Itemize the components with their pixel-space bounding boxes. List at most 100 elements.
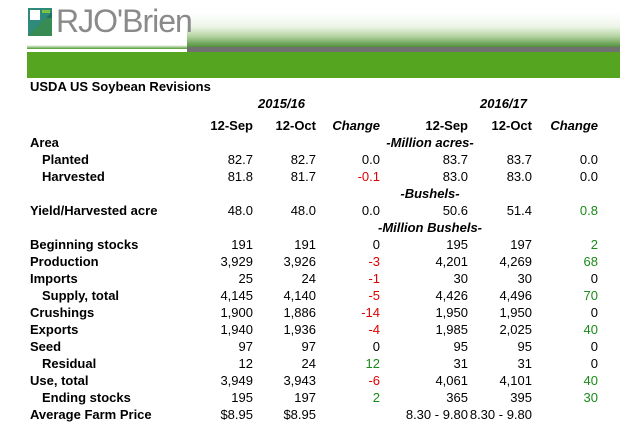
year-header-2016-17: 2016/17 [480, 96, 527, 111]
column-header: Change [332, 118, 380, 133]
table-cell: 8.30 - 9.80 [469, 407, 532, 422]
table-cell: 4,140 [283, 288, 316, 303]
table-cell: 12 [238, 356, 253, 371]
table-cell: 2 [590, 237, 598, 252]
table-cell: 83.0 [506, 169, 532, 184]
row-label: Harvested [42, 169, 105, 184]
table-cell: 4,061 [435, 373, 468, 388]
table-cell: -0.1 [357, 169, 380, 184]
row-label: Production [30, 254, 99, 269]
table-cell: 82.7 [290, 152, 316, 167]
table-cell: 3,929 [220, 254, 253, 269]
table-cell: 68 [583, 254, 598, 269]
table-cell: 31 [453, 356, 468, 371]
row-label: Average Farm Price [30, 407, 152, 422]
row-label: Use, total [30, 373, 89, 388]
table-cell: 2,025 [499, 322, 532, 337]
table-cell: 197 [510, 237, 532, 252]
table-cell: $8.95 [283, 407, 316, 422]
row-label: Exports [30, 322, 79, 337]
report-title: USDA US Soybean Revisions [30, 79, 211, 94]
table-cell: 1,950 [499, 305, 532, 320]
row-label: Crushings [30, 305, 95, 320]
banner-gradient [187, 13, 620, 51]
table-cell: 4,145 [220, 288, 253, 303]
table-cell: 30 [583, 390, 598, 405]
table-cell: -5 [368, 288, 380, 303]
logo-mark-icon [28, 8, 52, 36]
table-cell: 81.7 [290, 169, 316, 184]
column-header: 12-Sep [210, 118, 253, 133]
table-cell: 195 [231, 390, 253, 405]
row-label: Seed [30, 339, 62, 354]
table-cell: $8.95 [220, 407, 253, 422]
table-cell: 1,940 [220, 322, 253, 337]
table-cell: 83.0 [442, 169, 468, 184]
table-cell: 1,900 [220, 305, 253, 320]
table-cell: 95 [453, 339, 468, 354]
unit-label: -Bushels- [400, 186, 460, 201]
table-cell: 97 [238, 339, 253, 354]
table-cell: 25 [238, 271, 253, 286]
table-cell: 48.0 [227, 203, 253, 218]
table-cell: -4 [368, 322, 380, 337]
table-cell: 83.7 [506, 152, 532, 167]
table-cell: 1,985 [435, 322, 468, 337]
table-cell: 48.0 [290, 203, 316, 218]
table-cell: 2 [372, 390, 380, 405]
table-cell: 40 [583, 322, 598, 337]
table-cell: 0 [372, 339, 380, 354]
table-cell: -6 [368, 373, 380, 388]
table-cell: 70 [583, 288, 598, 303]
column-header: 12-Oct [275, 118, 316, 133]
table-cell: 4,496 [499, 288, 532, 303]
table-cell: -14 [361, 305, 380, 320]
table-cell: 0 [372, 237, 380, 252]
row-label: Supply, total [42, 288, 120, 303]
row-label: Beginning stocks [30, 237, 139, 252]
table-cell: 191 [231, 237, 253, 252]
logo: RJO'Brien [27, 3, 193, 49]
table-cell: 97 [301, 339, 316, 354]
table-cell: 3,926 [283, 254, 316, 269]
logo-underline [27, 45, 187, 49]
banner-green-band [27, 52, 620, 78]
table-cell: 12 [365, 356, 380, 371]
unit-label: -Million Bushels- [378, 220, 482, 235]
row-label: Yield/Harvested acre [30, 203, 158, 218]
row-label: Imports [30, 271, 78, 286]
table-cell: 40 [583, 373, 598, 388]
table-cell: 4,101 [499, 373, 532, 388]
table-cell: 0.0 [361, 152, 380, 167]
table-cell: 4,201 [435, 254, 468, 269]
table-cell: 30 [517, 271, 532, 286]
table-cell: 0.0 [361, 203, 380, 218]
table-cell: -1 [368, 271, 380, 286]
table-cell: 3,943 [283, 373, 316, 388]
table-cell: 81.8 [227, 169, 253, 184]
table-cell: 30 [453, 271, 468, 286]
column-header: Change [550, 118, 598, 133]
logo-text: RJO'Brien [56, 3, 193, 39]
banner-gray-stripe [187, 47, 620, 52]
table-cell: 24 [301, 271, 316, 286]
table-cell: 0.0 [579, 152, 598, 167]
row-label: Area [30, 135, 59, 150]
table-cell: 4,269 [499, 254, 532, 269]
table-cell: 0 [590, 339, 598, 354]
table-cell: 1,950 [435, 305, 468, 320]
row-label: Ending stocks [42, 390, 131, 405]
table-cell: 0 [590, 271, 598, 286]
table-cell: 4,426 [435, 288, 468, 303]
year-header-2015-16: 2015/16 [258, 96, 305, 111]
table-cell: 24 [301, 356, 316, 371]
table-cell: 0.8 [579, 203, 598, 218]
row-label: Planted [42, 152, 89, 167]
table-cell: 31 [517, 356, 532, 371]
table-cell: 365 [446, 390, 468, 405]
column-header: 12-Sep [425, 118, 468, 133]
table-cell: 395 [510, 390, 532, 405]
table-cell: 3,949 [220, 373, 253, 388]
row-label: Residual [42, 356, 97, 371]
table-cell: 191 [294, 237, 316, 252]
